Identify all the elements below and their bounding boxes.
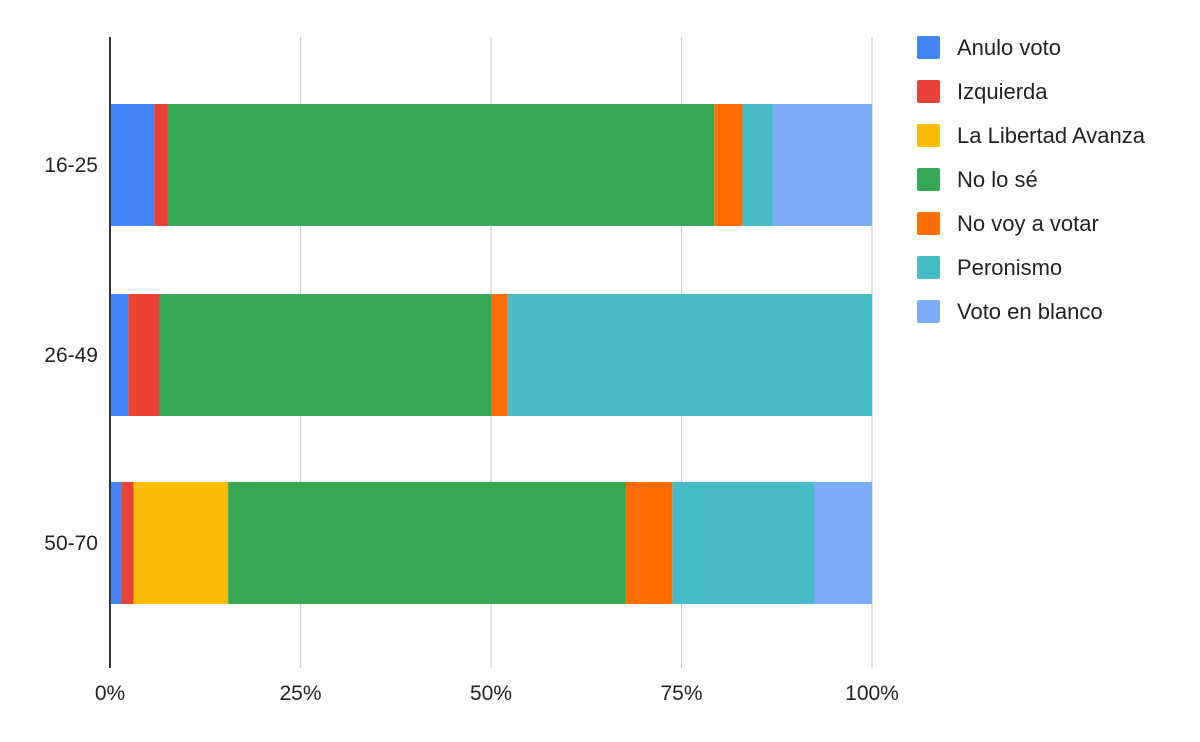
x-tick-label: 100% bbox=[845, 682, 899, 705]
bars bbox=[110, 104, 872, 604]
legend-label: Peronismo bbox=[957, 255, 1062, 280]
legend-swatch bbox=[917, 256, 940, 279]
bar-segment bbox=[128, 294, 160, 416]
bar-segment bbox=[491, 294, 508, 416]
bar-segment bbox=[167, 104, 715, 226]
legend-swatch bbox=[917, 168, 940, 191]
legend-label: La Libertad Avanza bbox=[957, 123, 1146, 148]
bar-segment bbox=[133, 482, 229, 604]
x-tick-labels: 0% 25% 50% 75% 100% bbox=[95, 682, 899, 705]
bar-segment bbox=[121, 482, 134, 604]
legend-item[interactable]: No lo sé bbox=[917, 167, 1038, 192]
bar-segment bbox=[742, 104, 773, 226]
legend-item[interactable]: Izquierda bbox=[917, 79, 1048, 104]
x-tick-label: 75% bbox=[660, 682, 702, 705]
legend-swatch bbox=[917, 300, 940, 323]
legend-item[interactable]: No voy a votar bbox=[917, 211, 1099, 236]
legend-swatch bbox=[917, 80, 940, 103]
bar-segment bbox=[110, 482, 122, 604]
bar-segment bbox=[507, 294, 872, 416]
bar-segment bbox=[228, 482, 626, 604]
bar-segment bbox=[772, 104, 872, 226]
legend-swatch bbox=[917, 124, 940, 147]
legend-label: Izquierda bbox=[957, 79, 1048, 104]
y-category-label: 26-49 bbox=[44, 344, 98, 367]
y-category-labels: 16-25 26-49 50-70 bbox=[44, 154, 98, 555]
bar-segment bbox=[714, 104, 743, 226]
legend-swatch bbox=[917, 212, 940, 235]
bar-segment bbox=[159, 294, 492, 416]
legend[interactable]: Anulo voto Izquierda La Libertad Avanza No … bbox=[917, 35, 1146, 324]
legend-label: Voto en blanco bbox=[957, 299, 1103, 324]
legend-item[interactable]: La Libertad Avanza bbox=[917, 123, 1146, 148]
bar-segment bbox=[110, 294, 129, 416]
legend-label: No lo sé bbox=[957, 167, 1038, 192]
legend-label: Anulo voto bbox=[957, 35, 1061, 60]
bar-segment bbox=[154, 104, 168, 226]
legend-swatch bbox=[917, 36, 940, 59]
legend-item[interactable]: Voto en blanco bbox=[917, 299, 1103, 324]
y-category-label: 50-70 bbox=[44, 532, 98, 555]
x-tick-label: 25% bbox=[279, 682, 321, 705]
bar-segment bbox=[625, 482, 673, 604]
legend-item[interactable]: Anulo voto bbox=[917, 35, 1061, 60]
legend-item[interactable]: Peronismo bbox=[917, 255, 1062, 280]
bar-segment bbox=[672, 482, 815, 604]
x-tick-label: 50% bbox=[470, 682, 512, 705]
x-tick-label: 0% bbox=[95, 682, 125, 705]
bar-segment bbox=[814, 482, 872, 604]
legend-label: No voy a votar bbox=[957, 211, 1099, 236]
bar-segment bbox=[110, 104, 155, 226]
y-category-label: 16-25 bbox=[44, 154, 98, 177]
